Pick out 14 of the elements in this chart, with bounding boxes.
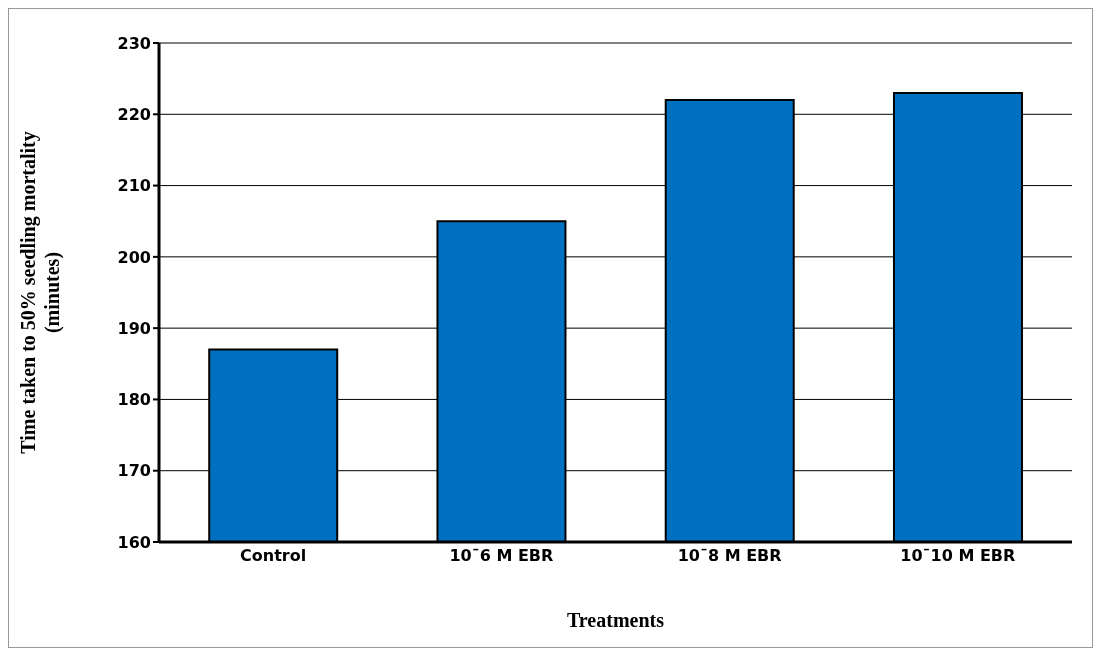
x-axis-title: Treatments (566, 609, 665, 631)
y-tick-label: 170 (117, 461, 151, 481)
x-tick-label: Control (240, 546, 307, 566)
y-tick-label: 210 (117, 176, 151, 196)
y-tick-label: 190 (117, 318, 151, 338)
x-tick-label: 10¯8 M EBR (677, 546, 782, 566)
y-tick-label: 160 (117, 532, 151, 552)
x-tick-label: 10¯10 M EBR (900, 546, 1016, 566)
y-tick-label: 220 (117, 104, 151, 124)
y-axis-title: Time taken to 50% seedling mortality (minutes) (17, 131, 64, 454)
x-tick-label: 10¯6 M EBR (449, 546, 554, 566)
y-tick-label: 180 (117, 390, 151, 410)
y-tick-label: 200 (117, 247, 151, 267)
y-tick-label: 230 (117, 33, 151, 53)
